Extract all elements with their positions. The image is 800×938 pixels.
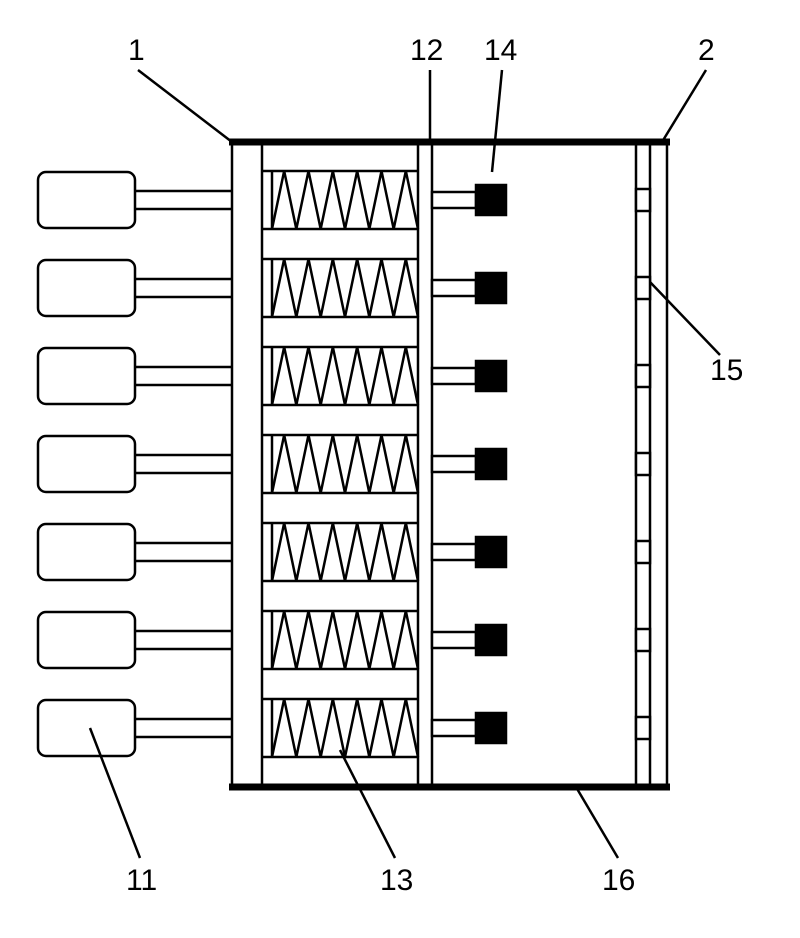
hammer-stem	[432, 456, 476, 472]
spring-coil	[272, 611, 418, 669]
sensor-block	[636, 629, 650, 651]
row-0	[38, 171, 650, 229]
key-body	[38, 172, 135, 228]
sensor-block	[636, 717, 650, 739]
spring-coil	[272, 435, 418, 493]
spring-coil	[272, 259, 418, 317]
spring-coil	[272, 347, 418, 405]
hammer-head	[476, 449, 506, 479]
hammer-stem	[432, 280, 476, 296]
label-11: 11	[126, 864, 157, 897]
key-body	[38, 436, 135, 492]
spring-coil	[272, 523, 418, 581]
key-body	[38, 700, 135, 756]
label-13: 13	[380, 864, 413, 897]
key-body	[38, 524, 135, 580]
leader-line-16	[576, 787, 618, 858]
label-2: 2	[698, 34, 715, 67]
hammer-head	[476, 713, 506, 743]
hammer-head	[476, 273, 506, 303]
key-body	[38, 260, 135, 316]
hammer-stem	[432, 192, 476, 208]
label-12: 12	[410, 34, 443, 67]
row-3	[38, 435, 650, 493]
row-4	[38, 523, 650, 581]
leader-line-15	[650, 282, 720, 355]
label-16: 16	[602, 864, 635, 897]
sensor-block	[636, 189, 650, 211]
leader-line-2	[662, 70, 706, 142]
spring-coil	[272, 171, 418, 229]
hammer-stem	[432, 632, 476, 648]
hammer-stem	[432, 544, 476, 560]
leader-line-14	[492, 70, 502, 172]
sensor-block	[636, 365, 650, 387]
label-1: 1	[128, 34, 145, 67]
sensor-block	[636, 541, 650, 563]
sensor-block	[636, 277, 650, 299]
label-15: 15	[710, 354, 743, 387]
hammer-head	[476, 185, 506, 215]
leader-line-1	[138, 70, 232, 142]
key-body	[38, 348, 135, 404]
key-body	[38, 612, 135, 668]
hammer-head	[476, 625, 506, 655]
hammer-stem	[432, 368, 476, 384]
hammer-head	[476, 361, 506, 391]
diagram-canvas: 1 12 14 2 15 11 13 16	[0, 0, 800, 938]
hammer-head	[476, 537, 506, 567]
row-1	[38, 259, 650, 317]
label-14: 14	[484, 34, 517, 67]
row-2	[38, 347, 650, 405]
hammer-stem	[432, 720, 476, 736]
row-5	[38, 611, 650, 669]
row-6	[38, 699, 650, 757]
spring-coil	[272, 699, 418, 757]
leader-line-13	[340, 750, 395, 858]
sensor-block	[636, 453, 650, 475]
